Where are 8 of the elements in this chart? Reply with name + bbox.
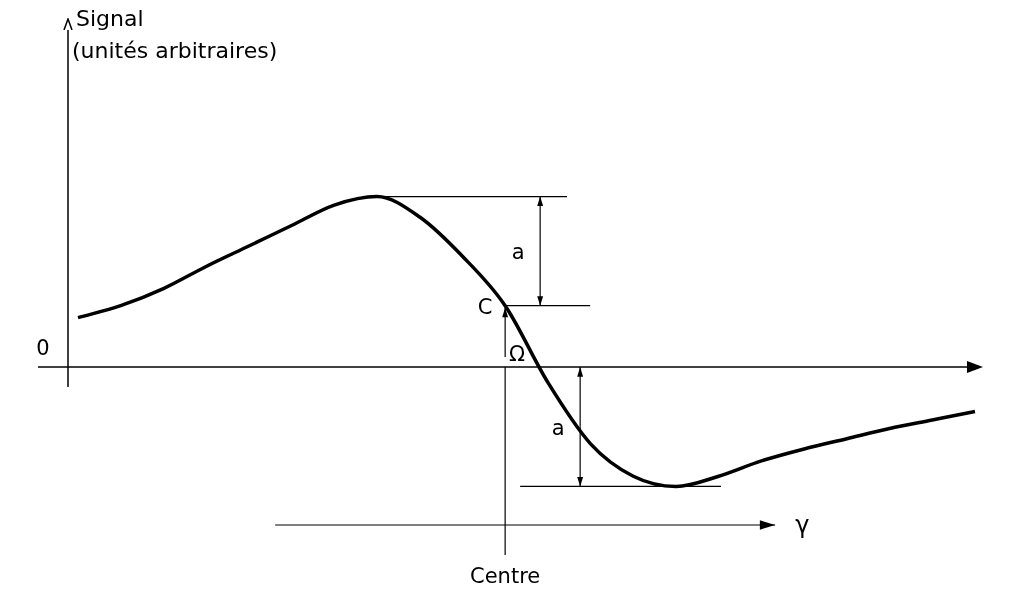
- x-axis-title: γ: [795, 511, 810, 539]
- annotation: C: [477, 294, 493, 319]
- text: Centre: [470, 564, 541, 588]
- annotation: 0: [36, 336, 50, 361]
- annotation: a: [551, 415, 565, 440]
- annotation: Ω: [509, 342, 526, 367]
- annotation: a: [511, 240, 525, 265]
- text: Signal (unités arbitraires): [72, 6, 278, 63]
